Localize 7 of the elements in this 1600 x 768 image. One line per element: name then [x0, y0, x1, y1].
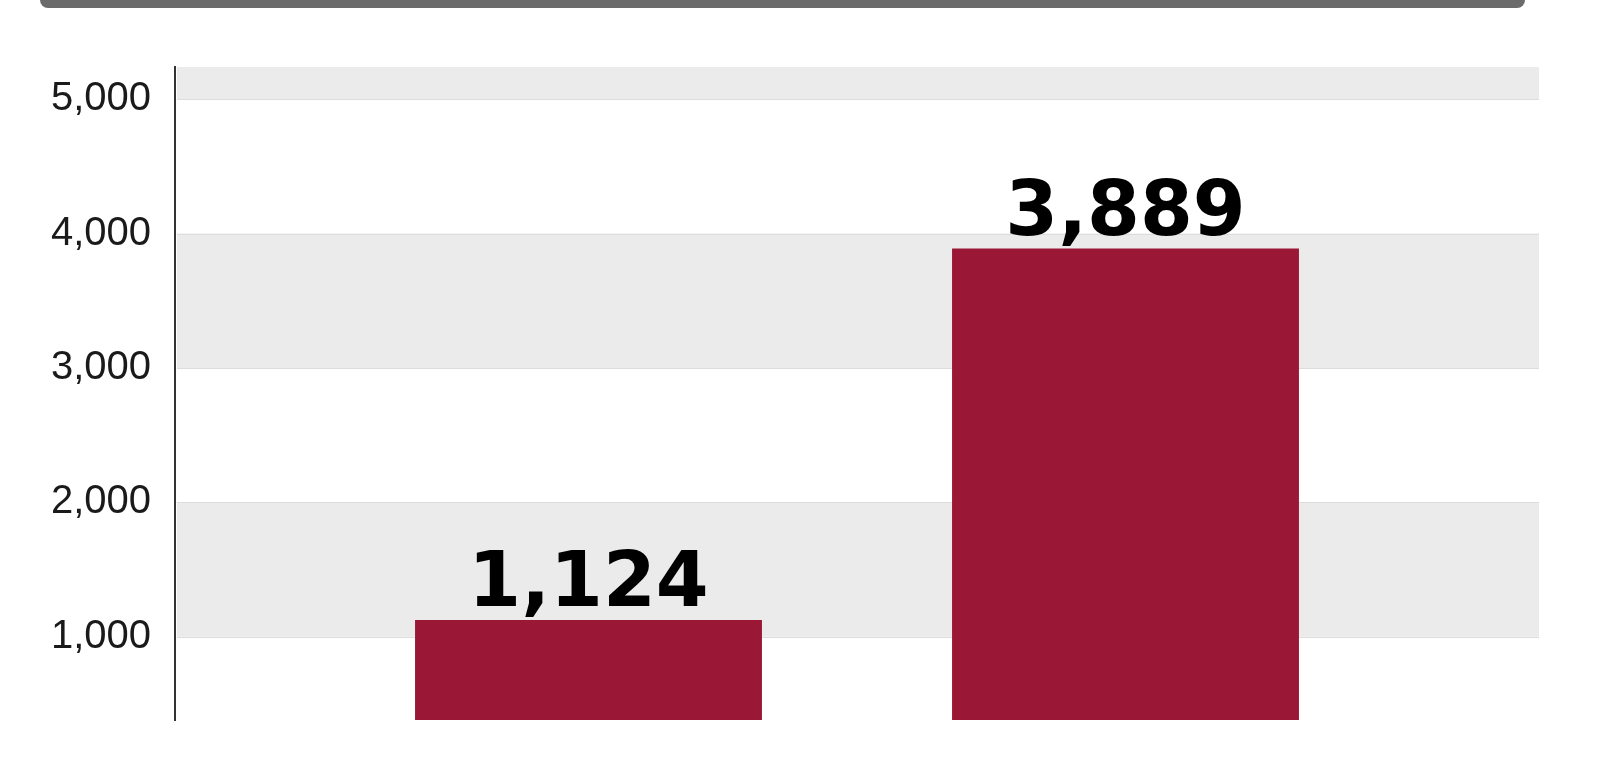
- data-label: 1,124: [468, 535, 709, 625]
- y-tick-label: 4,000: [50, 208, 151, 253]
- y-tick-label: 2,000: [50, 477, 151, 522]
- y-tick-label: 1,000: [50, 611, 151, 656]
- data-label: 3,889: [1005, 163, 1246, 253]
- y-tick-label: 3,000: [50, 343, 151, 387]
- y-tick-label: 5,000: [50, 74, 151, 119]
